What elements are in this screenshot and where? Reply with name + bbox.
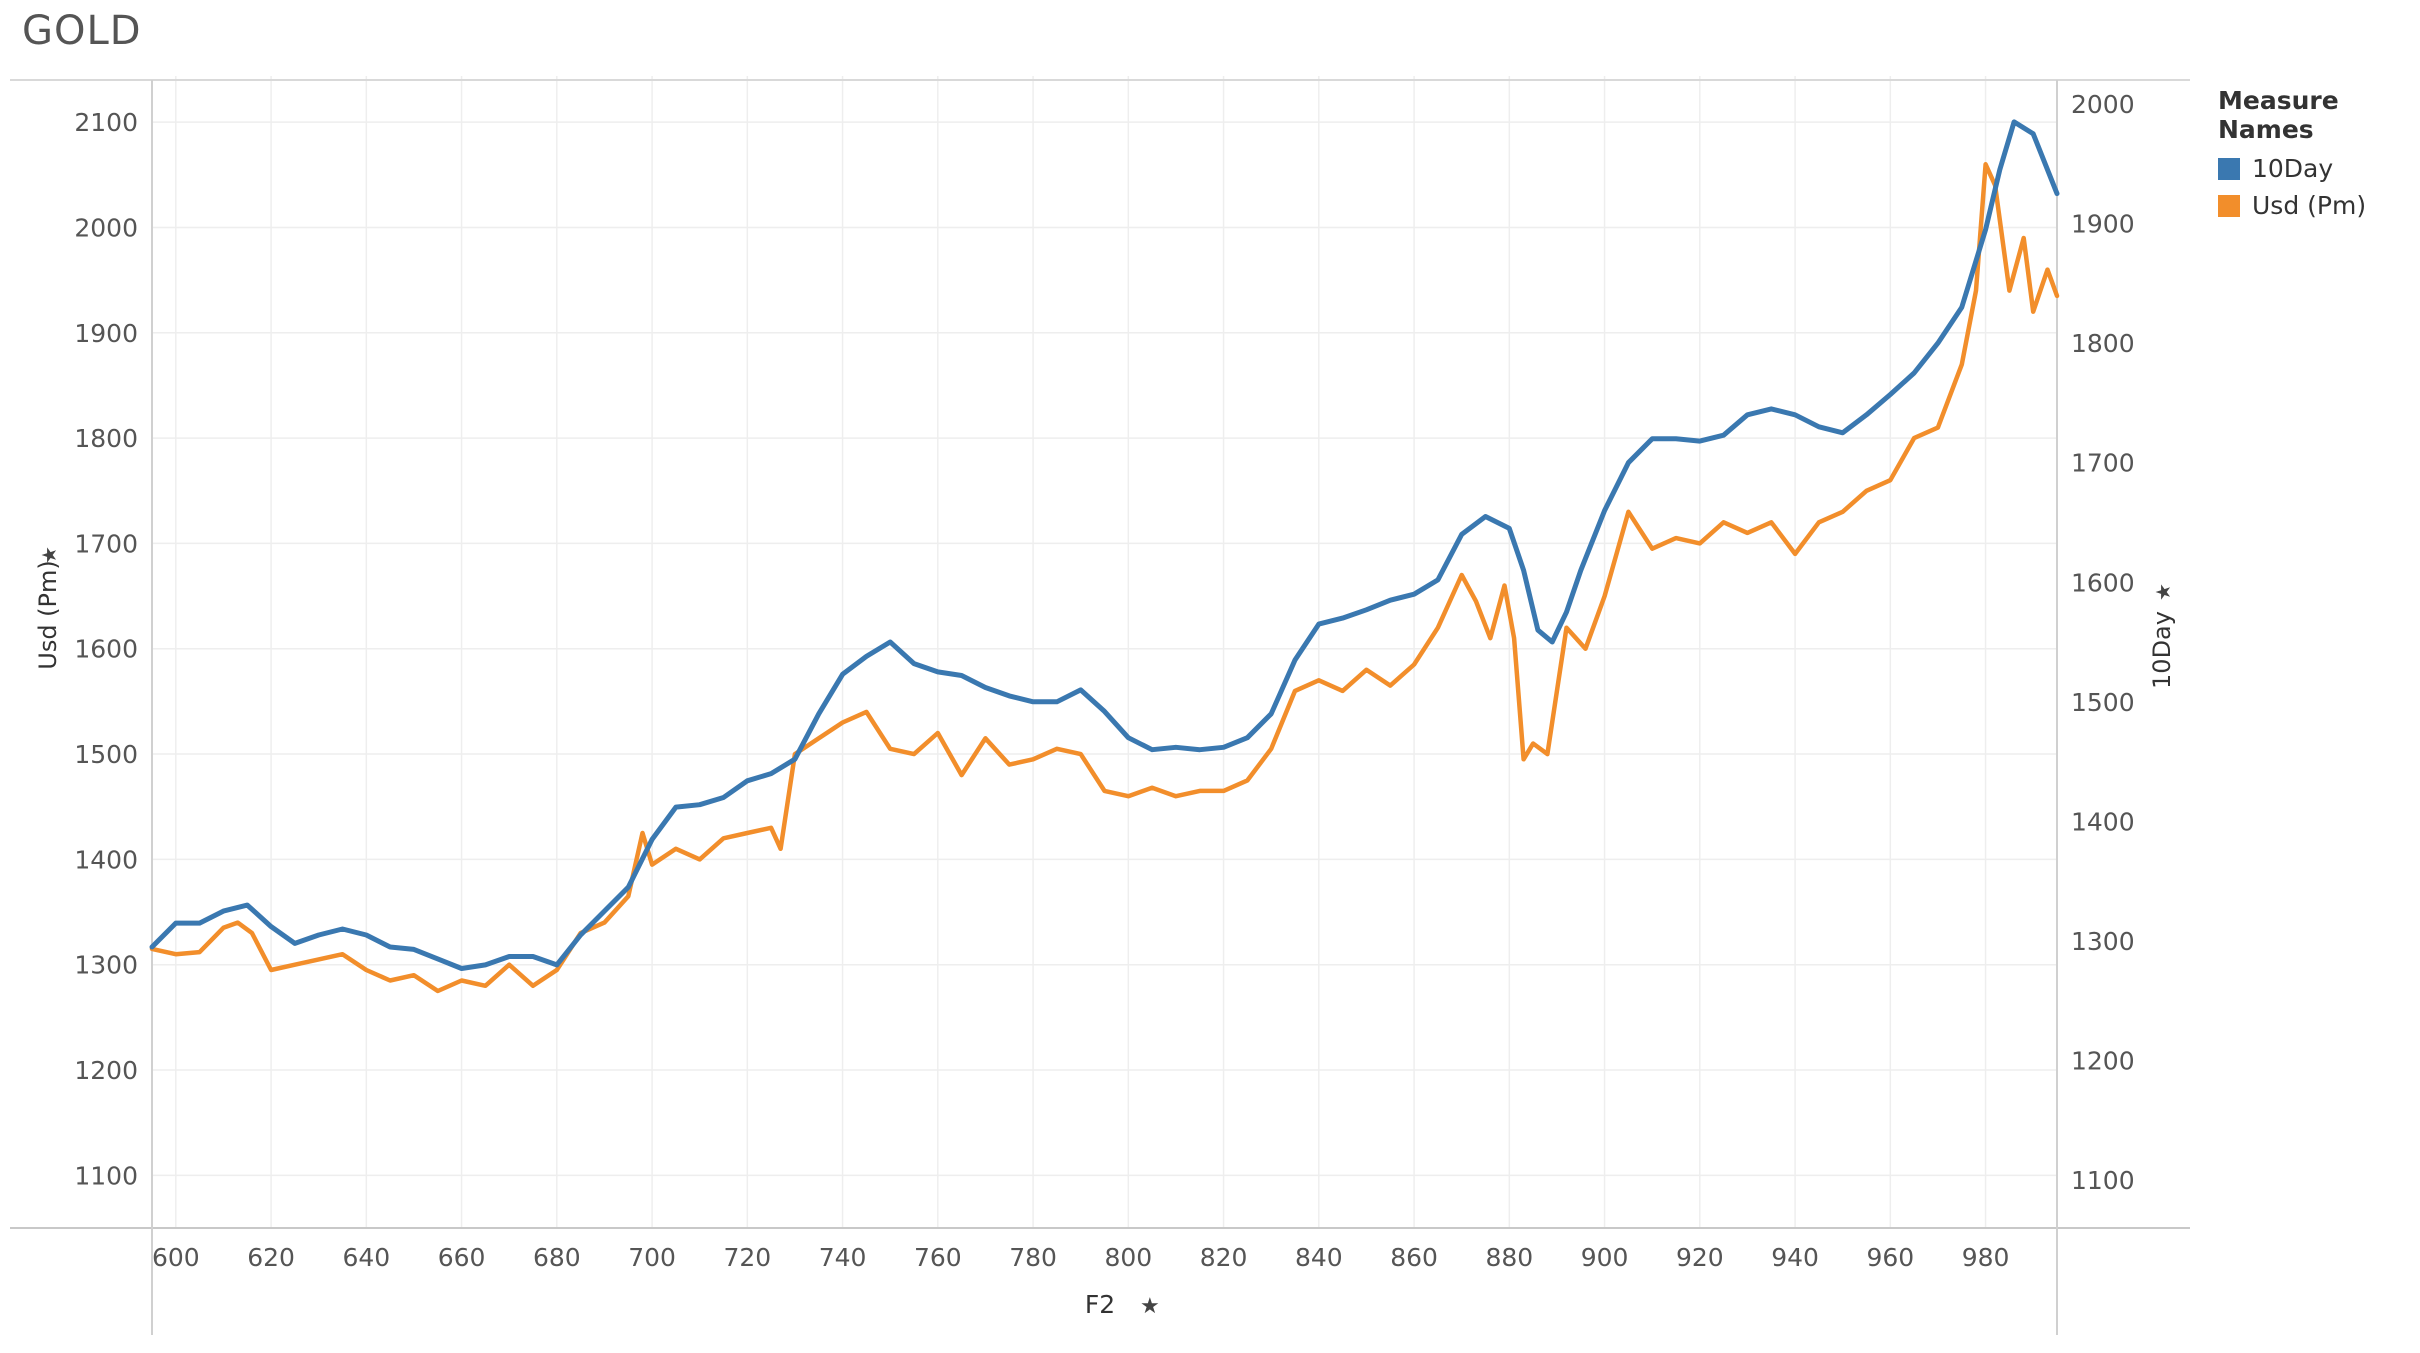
right-y-tick-label: 1700 — [2071, 449, 2135, 478]
legend-title: Measure Names — [2218, 86, 2339, 144]
pin-icon: ★ — [37, 546, 61, 564]
x-tick-label: 820 — [1200, 1243, 1248, 1272]
right-y-tick-label: 1300 — [2071, 927, 2135, 956]
x-tick-label: 960 — [1866, 1243, 1914, 1272]
left-y-tick-label: 1700 — [74, 529, 138, 558]
right-y-tick-label: 1500 — [2071, 688, 2135, 717]
left-y-tick-label: 1900 — [74, 319, 138, 348]
left-y-axis-label: Usd (Pm) — [34, 560, 62, 670]
x-axis-label: F2 — [1085, 1290, 1115, 1319]
chart-title: GOLD — [22, 8, 142, 54]
x-tick-label: 720 — [723, 1243, 771, 1272]
x-tick-label: 620 — [247, 1243, 295, 1272]
x-tick-label: 640 — [342, 1243, 390, 1272]
left-y-tick-label: 1800 — [74, 424, 138, 453]
x-tick-label: 840 — [1295, 1243, 1343, 1272]
legend-swatch-10day — [2218, 157, 2240, 180]
left-y-tick-label: 2000 — [74, 213, 138, 242]
series-lines — [149, 119, 2060, 994]
right-y-tick-label: 2000 — [2071, 90, 2135, 119]
left-y-tick-label: 1300 — [74, 951, 138, 980]
right-y-tick-label: 1800 — [2071, 329, 2135, 358]
x-tick-label: 680 — [533, 1243, 581, 1272]
series-line-10day — [149, 119, 2060, 971]
left-y-tick-label: 1600 — [74, 635, 138, 664]
x-tick-label: 940 — [1771, 1243, 1819, 1272]
left-y-tick-label: 1100 — [74, 1161, 138, 1190]
legend-item-10day[interactable]: 10Day — [2218, 154, 2420, 183]
series-line-usd-pm — [149, 162, 2060, 994]
legend-label-10day: 10Day — [2252, 154, 2334, 183]
axis-labels: F2 ★ Usd (Pm) ★ 10Day ★ — [34, 546, 2176, 1319]
x-tick-label: 740 — [819, 1243, 867, 1272]
left-y-tick-label: 2100 — [74, 108, 138, 137]
x-tick-label: 920 — [1676, 1243, 1724, 1272]
x-tick-label: 780 — [1009, 1243, 1057, 1272]
left-y-tick-label: 1200 — [74, 1056, 138, 1085]
x-tick-label: 600 — [152, 1243, 200, 1272]
x-tick-label: 660 — [438, 1243, 486, 1272]
x-tick-label: 880 — [1485, 1243, 1533, 1272]
left-y-tick-label: 1500 — [74, 740, 138, 769]
pin-icon: ★ — [2151, 583, 2175, 601]
legend-item-usd-pm[interactable]: Usd (Pm) — [2218, 191, 2420, 220]
x-tick-label: 700 — [628, 1243, 676, 1272]
x-tick-label: 800 — [1104, 1243, 1152, 1272]
pin-icon: ★ — [1140, 1294, 1160, 1319]
right-y-tick-label: 1600 — [2071, 568, 2135, 597]
legend: Measure Names 10Day Usd (Pm) — [2218, 86, 2420, 228]
gridlines — [152, 76, 2057, 1228]
x-tick-label: 980 — [1962, 1243, 2010, 1272]
right-y-axis-label: 10Day — [2148, 611, 2176, 689]
right-y-tick-label: 1400 — [2071, 807, 2135, 836]
legend-swatch-usd-pm — [2218, 194, 2240, 217]
x-tick-label: 760 — [914, 1243, 962, 1272]
right-y-tick-label: 1100 — [2071, 1166, 2135, 1195]
right-y-tick-label: 1900 — [2071, 210, 2135, 239]
left-y-tick-label: 1400 — [74, 845, 138, 874]
legend-label-usd-pm: Usd (Pm) — [2252, 191, 2367, 220]
axes: 600 620 640 660 680 700 720 740 760 780 800 820 840 8… — [10, 79, 2190, 1335]
x-tick-label: 900 — [1581, 1243, 1629, 1272]
x-tick-label: 860 — [1390, 1243, 1438, 1272]
right-y-tick-label: 1200 — [2071, 1047, 2135, 1076]
